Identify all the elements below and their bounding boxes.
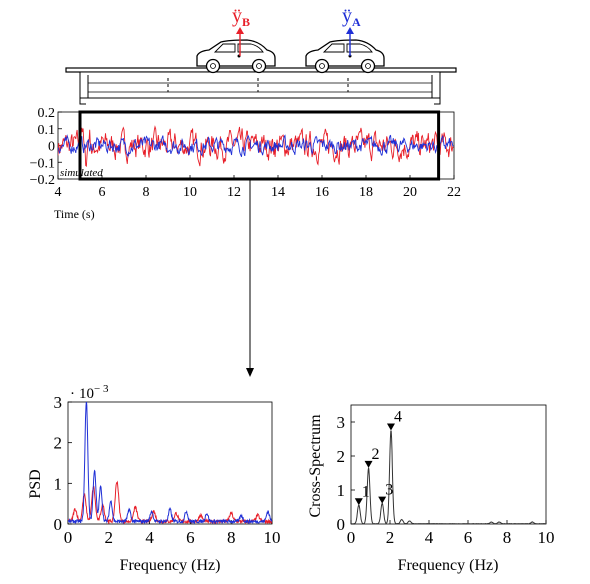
cross-peak-label: 1 <box>362 483 370 500</box>
signal-x-tick-label: 18 <box>359 185 373 200</box>
cross-x-tick-label: 6 <box>464 528 473 547</box>
psd-x-tick-label: 8 <box>227 528 236 547</box>
signal-x-tick-label: 16 <box>315 185 329 200</box>
cross-y-axis-label: Cross-Spectrum <box>307 414 324 518</box>
signal-y-tick-label: 0 <box>48 140 55 155</box>
cross-spectrum-line <box>351 430 546 524</box>
signal-y-tick-label: 0.2 <box>38 106 56 121</box>
cross-x-tick-label: 8 <box>503 528 512 547</box>
cross-peak-label: 4 <box>394 409 402 426</box>
psd-y-tick-label: 0 <box>54 515 63 534</box>
psd-plot-frame <box>67 401 273 525</box>
signal-x-tick-label: 6 <box>99 185 106 200</box>
signal-y-tick-label: −0.1 <box>30 156 55 171</box>
cross-x-ticks: 0 2 4 6 8 10 <box>347 520 555 547</box>
acceleration-a-arrowhead <box>346 27 354 34</box>
signal-y-ticks: 0.2 0.1 0−0.1 −0.2 <box>30 106 62 188</box>
signal-y-tick-label: −0.2 <box>30 173 55 188</box>
signal-x-tick-label: 14 <box>271 185 285 200</box>
psd-y-tick-label: 2 <box>54 434 63 453</box>
cross-peak-label: 2 <box>372 446 380 463</box>
psd-y-tick-label: 3 <box>54 393 63 412</box>
vehicle-b-icon <box>196 39 276 74</box>
signal-annotation: simulated <box>60 167 103 179</box>
signal-chart: 0.2 0.1 0−0.1 −0.2 4 6 8 10 12 14 16 18 20 22 simula… <box>30 106 461 221</box>
psd-x-ticks: 0 2 4 6 8 10 <box>64 520 281 547</box>
cross-x-tick-label: 0 <box>347 528 356 547</box>
acceleration-a-label: ÿA <box>342 5 361 29</box>
signal-x-tick-label: 10 <box>183 185 197 200</box>
psd-multiplier: · 10− 3 <box>70 383 109 402</box>
cross-peak-label: 3 <box>385 482 393 499</box>
psd-y-tick-label: 1 <box>54 474 63 493</box>
signal-x-tick-label: 8 <box>143 185 150 200</box>
cross-peak-marker <box>364 460 373 468</box>
cross-peak-marker <box>378 496 387 504</box>
psd-y-axis-label: PSD <box>27 469 44 498</box>
signal-x-tick-label: 4 <box>55 185 62 200</box>
acceleration-b-label: ÿB <box>232 5 250 29</box>
cross-y-tick-label: 3 <box>337 413 346 432</box>
signal-x-tick-label: 12 <box>227 185 241 200</box>
signal-x-axis-label: Time (s) <box>54 207 95 221</box>
cross-x-tick-label: 4 <box>425 528 434 547</box>
bridge-girder <box>79 71 441 99</box>
psd-x-tick-label: 4 <box>145 528 154 547</box>
cross-peak-marker <box>386 423 395 431</box>
vehicle-a-icon <box>305 39 385 74</box>
signal-x-tick-label: 22 <box>447 185 461 200</box>
psd-y-ticks: 3 2 1 0 <box>54 393 72 534</box>
bridge-diagram <box>65 67 457 105</box>
analysis-window-box <box>78 110 441 181</box>
abutment-right <box>434 98 441 105</box>
signal-x-tick-label: 20 <box>403 185 417 200</box>
signal-y-tick-label: 0.1 <box>38 123 56 138</box>
signal-series-a-line <box>58 134 454 158</box>
psd-x-tick-label: 10 <box>264 528 281 547</box>
window-link-arrowhead <box>246 368 254 377</box>
signal-series-b-line <box>58 125 454 168</box>
cross-plot-frame <box>350 404 547 525</box>
cross-x-tick-label: 2 <box>386 528 395 547</box>
psd-series-a-line <box>68 402 272 524</box>
cross-peak-marker <box>354 498 363 506</box>
abutment-left <box>79 98 86 105</box>
signal-x-ticks: 4 6 8 10 12 14 16 18 20 22 <box>55 175 461 200</box>
psd-x-tick-label: 2 <box>105 528 114 547</box>
cross-peak-markers: 1 2 3 4 <box>354 409 402 506</box>
psd-x-tick-label: 0 <box>64 528 73 547</box>
cross-y-ticks: 3 2 1 0 <box>337 413 355 534</box>
cross-y-tick-label: 2 <box>337 447 346 466</box>
acceleration-b-arrowhead <box>236 27 244 34</box>
cross-x-tick-label: 10 <box>538 528 555 547</box>
psd-x-tick-label: 6 <box>186 528 195 547</box>
cross-y-tick-label: 0 <box>337 515 346 534</box>
cross-y-tick-label: 1 <box>337 481 346 500</box>
psd-x-axis-label: Frequency (Hz) <box>120 557 221 574</box>
cross-x-axis-label: Frequency (Hz) <box>398 557 499 574</box>
